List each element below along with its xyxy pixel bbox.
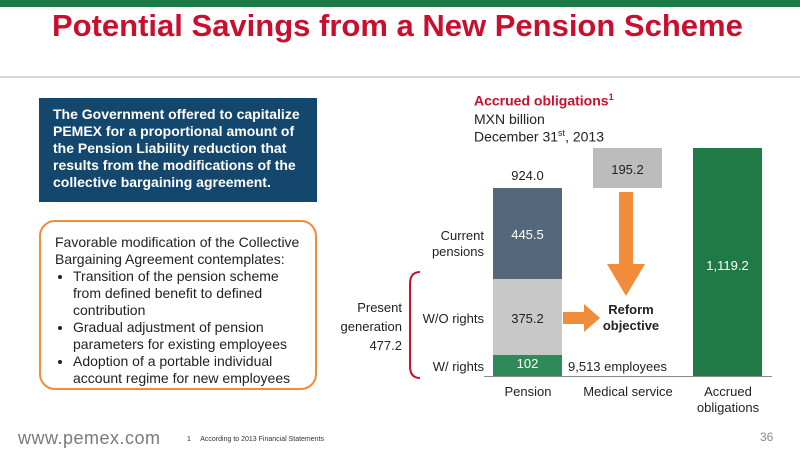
cba-modifications-box: Favorable modification of the Collective… <box>39 220 317 390</box>
employees-note: 9,513 employees <box>568 359 668 374</box>
page-title: Potential Savings from a New Pension Sch… <box>52 8 743 43</box>
chart-date-year: , 2013 <box>565 128 604 145</box>
bar-segment-w-rights <box>493 355 562 376</box>
chart-title-footnote-mark: 1 <box>608 92 614 102</box>
x-tick-medical-service: Medical service <box>583 384 673 399</box>
page-number: 36 <box>760 430 774 444</box>
government-offer-box: The Government offered to capitalize PEM… <box>39 98 317 202</box>
footnote-number: 1 <box>187 436 191 443</box>
right-arrow-icon <box>563 304 600 332</box>
chart-title-text: Accrued obligations <box>474 92 609 109</box>
bar-segment-current-pensions <box>493 188 562 279</box>
value-label-pension-total: 924.0 <box>511 168 544 183</box>
down-arrow-icon <box>607 192 645 296</box>
reform-objective-label: Reform objective <box>602 302 660 333</box>
title-divider <box>0 76 800 78</box>
bar-accrued-obligations <box>693 148 762 376</box>
cba-bullet: Adoption of a portable individual accoun… <box>73 353 307 387</box>
segment-label-w-rights: W/ rights <box>432 359 484 374</box>
reform-arrows <box>563 192 645 332</box>
value-label-wo-rights: 375.2 <box>511 311 544 326</box>
top-accent-bar <box>0 0 800 7</box>
bar-medical-service <box>593 148 662 188</box>
present-generation-line2: generation <box>340 319 402 334</box>
present-generation-line1: Present <box>357 300 402 315</box>
cba-bullet: Gradual adjustment of pension parameters… <box>73 319 307 353</box>
chart-unit: MXN billion <box>474 111 545 127</box>
x-tick-accrued-obligations: Accrued obligations <box>696 384 760 415</box>
cba-bullet: Transition of the pension scheme from de… <box>73 268 307 319</box>
cba-bullet-list: Transition of the pension scheme from de… <box>55 268 307 387</box>
value-label-w-rights: 102 <box>516 356 539 371</box>
segment-label-wo-rights: W/O rights <box>422 311 484 326</box>
present-generation-label: Present generation 477.2 <box>330 298 402 355</box>
chart-date: December 31st, 2013 <box>474 128 604 145</box>
footnote-text: According to 2013 Financial Statements <box>200 436 324 443</box>
present-generation-bracket <box>409 271 421 379</box>
value-label-current-pensions: 445.5 <box>511 227 544 242</box>
chart-title: Accrued obligations1 <box>474 92 614 109</box>
cba-intro: Favorable modification of the Collective… <box>55 234 300 267</box>
x-tick-pension: Pension <box>504 384 552 399</box>
pemex-website-logo: www.pemex.com <box>18 428 161 448</box>
chart-baseline <box>484 376 772 377</box>
value-label-accrued-obligations: 1,119.2 <box>706 258 749 273</box>
footnote: 1 According to 2013 Financial Statements <box>187 436 324 443</box>
chart-date-text: December 31 <box>474 128 559 145</box>
chart-date-sup: st <box>558 128 566 138</box>
present-generation-value: 477.2 <box>369 338 402 353</box>
value-label-medical-service: 195.2 <box>611 162 644 177</box>
bar-segment-wo-rights <box>493 278 562 356</box>
segment-label-current-pensions: Current pensions <box>431 228 484 259</box>
